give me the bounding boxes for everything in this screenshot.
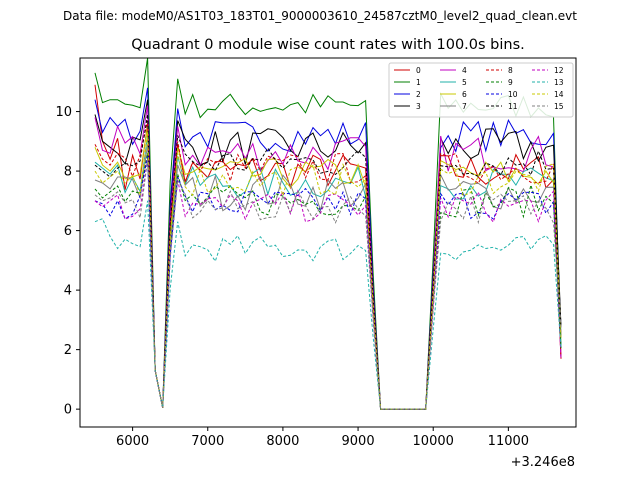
legend-label-15: 15 bbox=[554, 102, 564, 111]
legend-label-11: 11 bbox=[508, 102, 518, 111]
x-tick-label: 7000 bbox=[191, 434, 224, 449]
legend-label-1: 1 bbox=[416, 78, 421, 87]
x-tick-label: 10000 bbox=[413, 434, 454, 449]
y-tick-label: 10 bbox=[55, 105, 72, 120]
y-tick-label: 2 bbox=[64, 343, 72, 358]
x-tick-label: 6000 bbox=[116, 434, 149, 449]
legend-label-0: 0 bbox=[416, 66, 421, 75]
legend-label-7: 7 bbox=[462, 102, 467, 111]
axes-frame bbox=[79, 57, 577, 428]
x-axis: 6000 7000 8000 9000 10000 11000 bbox=[116, 427, 529, 449]
y-tick-label: 6 bbox=[64, 224, 72, 239]
legend-label-13: 13 bbox=[554, 78, 564, 87]
series-line-8 bbox=[94, 120, 562, 410]
x-tick-label: 11000 bbox=[488, 434, 529, 449]
series-line-10 bbox=[94, 156, 562, 410]
figure-suptitle: Data file: modeM0/AS1T03_183T01_90000036… bbox=[63, 9, 577, 23]
series-layer bbox=[94, 57, 562, 410]
y-tick-label: 0 bbox=[64, 403, 72, 418]
legend-box bbox=[388, 62, 574, 118]
x-tick-label: 9000 bbox=[342, 434, 375, 449]
plot-area bbox=[79, 57, 577, 428]
legend-label-9: 9 bbox=[508, 78, 513, 87]
series-line-14 bbox=[94, 132, 562, 410]
chart-title: Quadrant 0 module wise count rates with … bbox=[131, 37, 525, 53]
series-line-2 bbox=[94, 87, 562, 410]
y-axis: 0 2 4 6 8 10 bbox=[55, 105, 80, 418]
series-line-13 bbox=[94, 200, 562, 410]
y-tick-label: 4 bbox=[64, 284, 72, 299]
series-line-4 bbox=[94, 105, 562, 410]
legend-label-10: 10 bbox=[508, 90, 518, 99]
legend-label-4: 4 bbox=[462, 66, 467, 75]
legend-label-8: 8 bbox=[508, 66, 513, 75]
legend-label-5: 5 bbox=[462, 78, 467, 87]
series-line-11 bbox=[94, 114, 562, 410]
series-line-15 bbox=[94, 159, 562, 410]
legend-label-2: 2 bbox=[416, 90, 421, 99]
y-tick-label: 8 bbox=[64, 165, 72, 180]
series-line-6 bbox=[94, 126, 562, 410]
legend-label-6: 6 bbox=[462, 90, 467, 99]
legend-label-14: 14 bbox=[554, 90, 564, 99]
legend-label-12: 12 bbox=[554, 66, 564, 75]
x-tick-label: 8000 bbox=[266, 434, 299, 449]
legend-label-3: 3 bbox=[416, 102, 421, 111]
x-offset-label: +3.246e8 bbox=[511, 455, 575, 470]
